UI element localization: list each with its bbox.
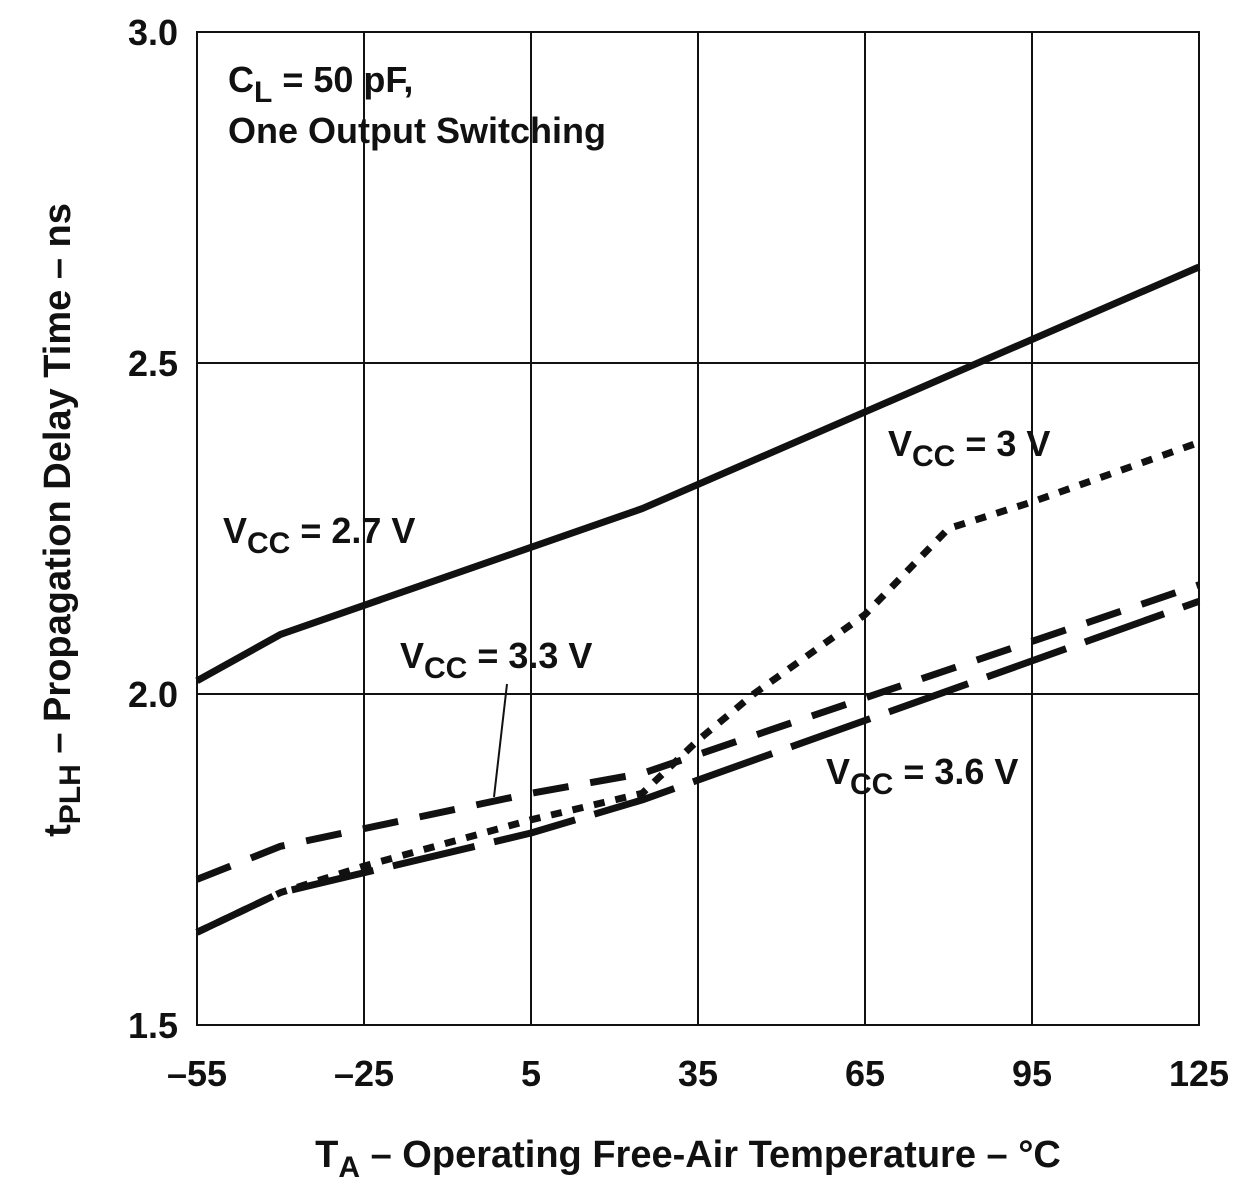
series-line-dotted	[195, 439, 1201, 936]
y-axis-title-t: t	[37, 824, 79, 837]
label-3v-sub: CC	[912, 440, 955, 473]
series-label-3-6v: VCC = 3.6 V	[826, 751, 1018, 801]
x-axis-title-sub: A	[338, 1151, 360, 1184]
series-label-2-7v: VCC = 2.7 V	[223, 510, 415, 560]
x-tick-label: –55	[167, 1053, 227, 1094]
x-axis-title-rest: – Operating Free-Air Temperature – °C	[360, 1134, 1061, 1176]
label-3-3v-sub: CC	[424, 652, 467, 685]
series-label-3-3v: VCC = 3.3 V	[400, 635, 592, 685]
x-tick-label: 65	[845, 1053, 885, 1094]
plot-frame	[196, 31, 1200, 1026]
annotation-c-subscript: L	[254, 76, 272, 109]
y-axis-title-sub: PLH	[54, 764, 87, 824]
series-layer	[195, 263, 1201, 936]
label-3-6v-sub: CC	[850, 768, 893, 801]
label-3v-rest: = 3 V	[955, 423, 1050, 464]
conditions-annotation: CL = 50 pF, One Output Switching	[228, 59, 606, 151]
annotation-line-1: CL = 50 pF,	[228, 59, 413, 109]
x-axis-title-t: T	[315, 1134, 338, 1176]
y-axis-title-rest: – Propagation Delay Time – ns	[37, 203, 79, 764]
label-2-7v-v: V	[223, 510, 247, 551]
y-tick-label: 2.0	[128, 674, 178, 715]
label-2-7v-rest: = 2.7 V	[290, 510, 415, 551]
label-3-3v-v: V	[400, 635, 424, 676]
label-3-3v-rest: = 3.3 V	[467, 635, 592, 676]
series-line-solid	[195, 263, 1201, 684]
annotation-c-value: = 50 pF,	[272, 59, 413, 100]
annotation-c-symbol: C	[228, 59, 254, 100]
x-tick-label: 35	[678, 1053, 718, 1094]
x-tick-label: 125	[1169, 1053, 1229, 1094]
x-axis-title: TA – Operating Free-Air Temperature – °C	[315, 1134, 1061, 1184]
label-3-3v-leader	[493, 683, 508, 798]
y-tick-label: 2.5	[128, 343, 178, 384]
label-3-6v-v: V	[826, 751, 850, 792]
series-line-dashed	[195, 581, 1201, 883]
series-line-long-dash	[195, 598, 1201, 936]
y-tick-label: 1.5	[128, 1005, 178, 1046]
y-tick-label: 3.0	[128, 12, 178, 53]
label-3-6v-rest: = 3.6 V	[893, 751, 1018, 792]
series-label-3v: VCC = 3 V	[888, 423, 1050, 473]
label-2-7v-sub: CC	[247, 527, 290, 560]
x-tick-label: 5	[521, 1053, 541, 1094]
label-3v-v: V	[888, 423, 912, 464]
annotation-line-2: One Output Switching	[228, 110, 606, 151]
y-axis-title: tPLH – Propagation Delay Time – ns	[37, 203, 87, 837]
tick-labels: –55 –25 5 35 65 95 125 1.5 2.0 2.5 3.0	[128, 12, 1229, 1094]
x-tick-label: 95	[1012, 1053, 1052, 1094]
x-tick-label: –25	[334, 1053, 394, 1094]
